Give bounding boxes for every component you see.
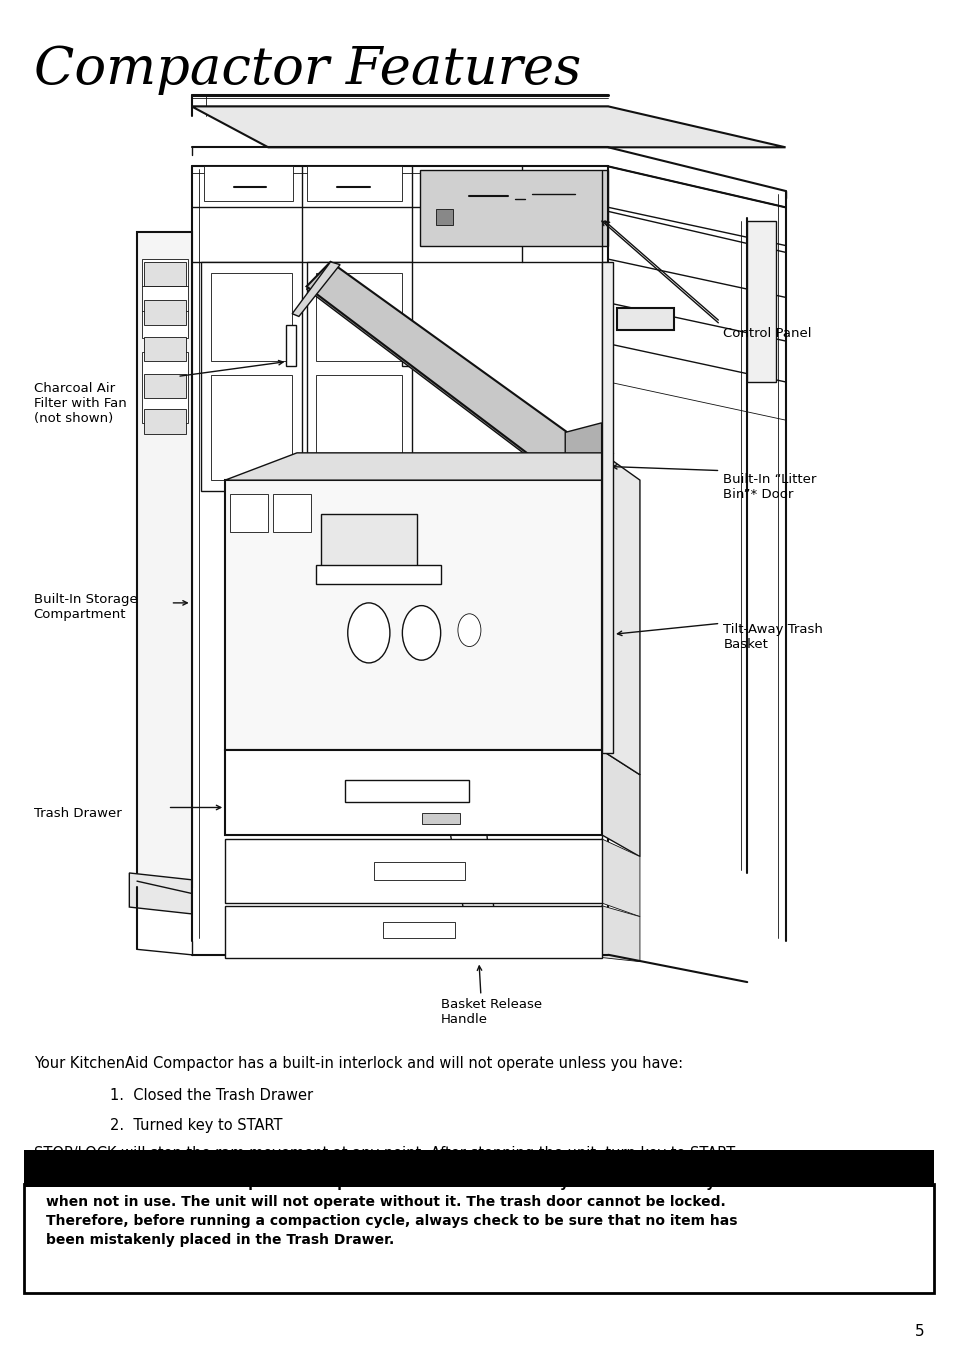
Bar xyxy=(230,494,268,532)
Bar xyxy=(617,308,674,330)
Text: 1.  Closed the Trash Drawer: 1. Closed the Trash Drawer xyxy=(110,1088,313,1103)
Circle shape xyxy=(402,606,441,660)
Bar xyxy=(273,494,311,532)
Polygon shape xyxy=(211,273,292,361)
Bar xyxy=(144,300,186,325)
Bar xyxy=(24,1150,934,1187)
Polygon shape xyxy=(307,262,592,475)
Polygon shape xyxy=(201,262,302,491)
Bar xyxy=(374,862,465,880)
Bar xyxy=(316,565,441,584)
Polygon shape xyxy=(211,375,292,480)
Bar xyxy=(144,374,186,398)
Bar xyxy=(144,337,186,361)
Polygon shape xyxy=(602,750,640,857)
Bar xyxy=(286,325,296,366)
Polygon shape xyxy=(225,453,602,480)
Polygon shape xyxy=(602,262,613,753)
Bar xyxy=(321,514,417,580)
Polygon shape xyxy=(316,273,402,361)
Text: Built-In “Litter
Bin”* Door: Built-In “Litter Bin”* Door xyxy=(723,473,816,502)
Bar xyxy=(204,166,293,201)
Text: Trash Drawer: Trash Drawer xyxy=(34,807,122,821)
Bar xyxy=(307,166,402,201)
Polygon shape xyxy=(225,750,602,835)
Text: Charcoal Air
Filter with Fan
(not shown): Charcoal Air Filter with Fan (not shown) xyxy=(34,382,126,426)
Text: Basket Release
Handle: Basket Release Handle xyxy=(441,998,542,1027)
Polygon shape xyxy=(292,262,340,316)
Bar xyxy=(24,1184,934,1293)
Bar xyxy=(345,780,469,802)
Circle shape xyxy=(348,603,390,663)
Circle shape xyxy=(458,614,481,647)
Bar xyxy=(383,922,455,938)
Polygon shape xyxy=(129,873,192,914)
Text: 5: 5 xyxy=(915,1324,924,1339)
Polygon shape xyxy=(316,375,402,480)
Polygon shape xyxy=(225,906,602,958)
Polygon shape xyxy=(225,750,640,775)
Text: Your KitchenAid Compactor has a built-in interlock and will not operate unless y: Your KitchenAid Compactor has a built-in… xyxy=(34,1056,683,1071)
Text: STOP/LOCK will stop the ram movement at any point. After stopping the unit, turn: STOP/LOCK will stop the ram movement at … xyxy=(34,1146,735,1178)
Bar xyxy=(144,409,186,434)
Bar xyxy=(420,170,608,246)
Text: 2.  Turned key to START: 2. Turned key to START xyxy=(110,1118,283,1133)
Polygon shape xyxy=(307,262,412,491)
Bar xyxy=(422,813,460,824)
Text: Tilt-Away Trash
Basket: Tilt-Away Trash Basket xyxy=(723,623,823,652)
Polygon shape xyxy=(602,453,640,775)
Polygon shape xyxy=(225,480,602,750)
Polygon shape xyxy=(142,259,188,338)
Polygon shape xyxy=(565,423,602,466)
Polygon shape xyxy=(142,352,188,423)
Polygon shape xyxy=(225,839,602,903)
Text: Built-In Storage
Compartment: Built-In Storage Compartment xyxy=(34,593,137,622)
Bar xyxy=(402,325,410,366)
Polygon shape xyxy=(602,906,640,962)
Bar xyxy=(144,262,186,286)
Polygon shape xyxy=(602,839,640,917)
Bar xyxy=(436,209,453,225)
Bar xyxy=(747,221,776,382)
Polygon shape xyxy=(192,106,786,147)
Polygon shape xyxy=(137,232,192,887)
Text: Do not allow children to operate compactor. We recommend that you remove the key: Do not allow children to operate compact… xyxy=(46,1176,738,1247)
Polygon shape xyxy=(307,269,575,477)
Text: Compactor Features: Compactor Features xyxy=(34,44,581,94)
Text: Control Panel: Control Panel xyxy=(723,327,811,341)
